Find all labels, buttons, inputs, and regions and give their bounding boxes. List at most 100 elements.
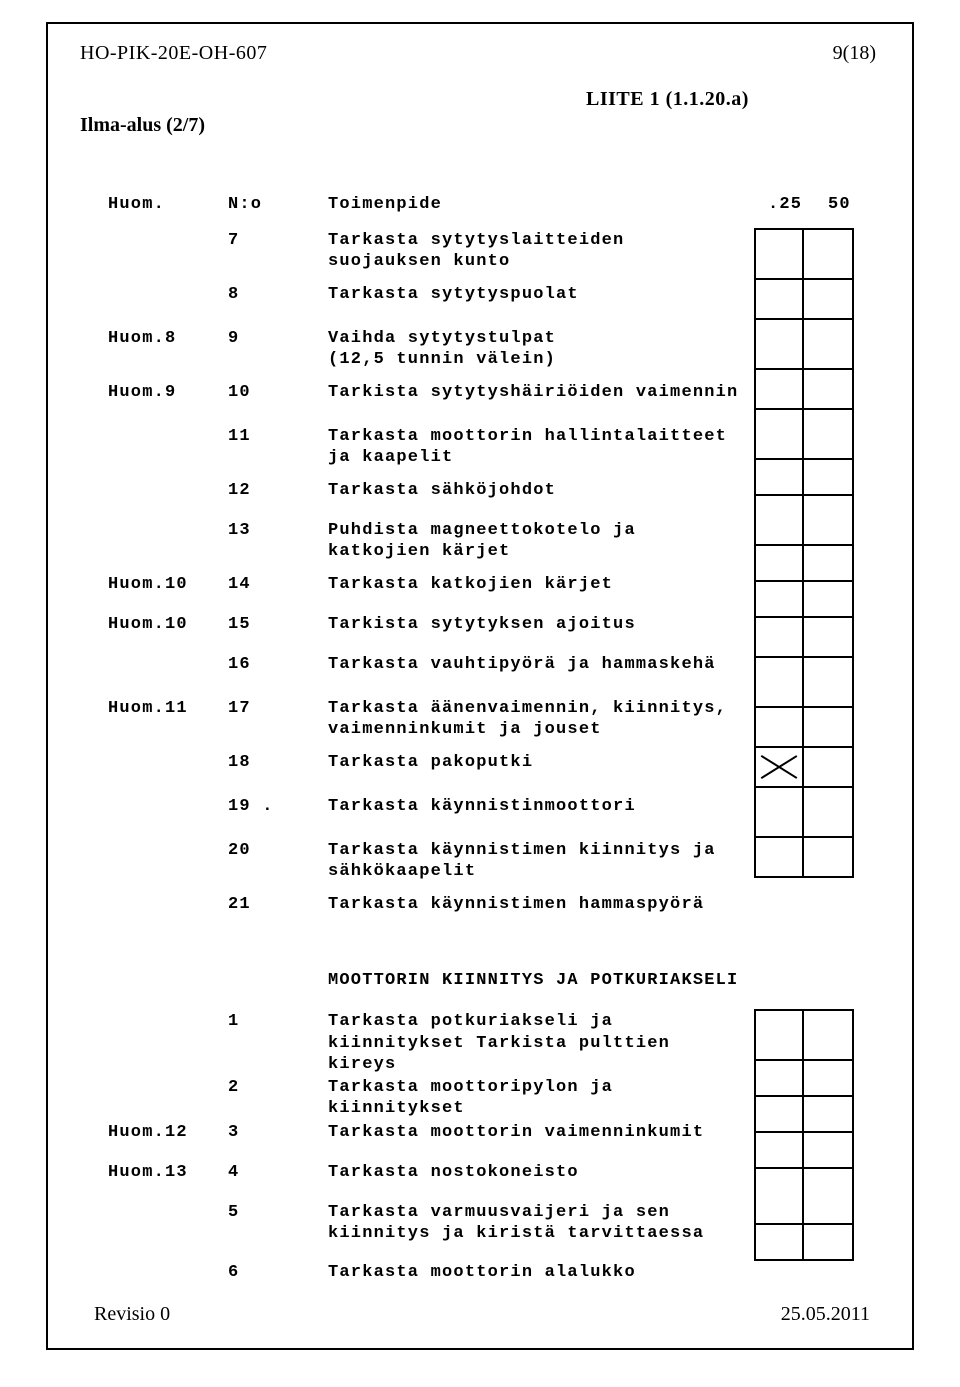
checkbox-25[interactable] <box>756 496 804 544</box>
checkbox-25[interactable] <box>756 230 804 278</box>
checklist-row: 6Tarkasta moottorin alalukko <box>108 1260 888 1300</box>
number-cell: 2 <box>228 1077 328 1098</box>
col-header-note: Huom. <box>108 194 165 215</box>
checkbox-25[interactable] <box>756 1011 804 1059</box>
checklist-section-1: 7Tarkasta sytytyslaitteiden suojauksen k… <box>108 228 888 936</box>
checkbox-25[interactable] <box>756 1225 804 1259</box>
checkbox-50[interactable] <box>804 370 852 408</box>
action-cell: Tarkasta moottorin vaimenninkumit <box>328 1122 748 1143</box>
checkbox-25[interactable] <box>756 460 804 494</box>
checkbox-25[interactable] <box>756 546 804 580</box>
checkbox-50[interactable] <box>804 496 852 544</box>
number-cell: 7 <box>228 230 328 251</box>
number-cell: 19 . <box>228 796 328 817</box>
checkbox-25[interactable] <box>756 838 804 876</box>
checkbox-50[interactable] <box>804 546 852 580</box>
checkbox-50[interactable] <box>804 618 852 656</box>
section-2-title: MOOTTORIN KIINNITYS JA POTKURIAKSELI <box>108 970 888 991</box>
note-cell: Huom.10 <box>108 574 228 595</box>
number-cell: 4 <box>228 1162 328 1183</box>
checkbox-25[interactable] <box>756 618 804 656</box>
action-cell: Tarkasta äänenvaimennin, kiinnitys, vaim… <box>328 698 748 741</box>
checkbox-50[interactable] <box>804 748 852 786</box>
number-cell: 13 <box>228 520 328 541</box>
action-cell: Puhdista magneettokotelo ja katkojien kä… <box>328 520 748 563</box>
action-cell: Tarkasta vauhtipyörä ja hammaskehä <box>328 654 748 675</box>
number-cell: 15 <box>228 614 328 635</box>
checkbox-50[interactable] <box>804 838 852 876</box>
checkbox-50[interactable] <box>804 1169 852 1223</box>
checkbox-grid <box>754 228 854 878</box>
col-header-number: N:o <box>228 194 262 215</box>
checkbox-25[interactable] <box>756 1061 804 1095</box>
action-cell: Tarkasta käynnistinmoottori <box>328 796 748 817</box>
checkbox-25[interactable] <box>756 370 804 408</box>
action-cell: Tarkasta käynnistimen hammaspyörä <box>328 894 748 915</box>
checklist-section-2: 1Tarkasta potkuriakseli ja kiinnitykset … <box>108 1009 888 1299</box>
note-cell: Huom.8 <box>108 328 228 349</box>
action-cell: Tarkasta sytytyspuolat <box>328 284 748 305</box>
checkbox-50[interactable] <box>804 410 852 458</box>
checkbox-50[interactable] <box>804 230 852 278</box>
column-headers: Huom. N:o Toimenpide .25 50 <box>108 194 888 228</box>
action-cell: Tarkasta sytytyslaitteiden suojauksen ku… <box>328 230 748 273</box>
checkbox-25[interactable] <box>756 280 804 318</box>
number-cell: 14 <box>228 574 328 595</box>
col-header-25: .25 <box>768 194 802 215</box>
number-cell: 11 <box>228 426 328 447</box>
note-cell: Huom.10 <box>108 614 228 635</box>
checkbox-50[interactable] <box>804 658 852 706</box>
doc-id: HO-PIK-20E-OH-607 <box>80 42 267 65</box>
checkbox-50[interactable] <box>804 1011 852 1059</box>
checkbox-50[interactable] <box>804 280 852 318</box>
col-header-50: 50 <box>828 194 851 215</box>
number-cell: 9 <box>228 328 328 349</box>
checkbox-25[interactable] <box>756 708 804 746</box>
checkbox-25[interactable] <box>756 788 804 836</box>
content-area: Huom. N:o Toimenpide .25 50 7Tarkasta sy… <box>108 194 888 1300</box>
page-frame: HO-PIK-20E-OH-607 9(18) LIITE 1 (1.1.20.… <box>46 22 914 1350</box>
number-cell: 17 <box>228 698 328 719</box>
number-cell: 1 <box>228 1011 328 1032</box>
action-cell: Tarkasta pakoputki <box>328 752 748 773</box>
checkbox-50[interactable] <box>804 1097 852 1131</box>
footer-date: 25.05.2011 <box>781 1303 870 1326</box>
note-cell: Huom.12 <box>108 1122 228 1143</box>
number-cell: 20 <box>228 840 328 861</box>
note-cell: Huom.11 <box>108 698 228 719</box>
action-cell: Tarkasta nostokoneisto <box>328 1162 748 1183</box>
checkbox-50[interactable] <box>804 582 852 616</box>
checkbox-25[interactable] <box>756 1133 804 1167</box>
note-cell: Huom.13 <box>108 1162 228 1183</box>
checkbox-50[interactable] <box>804 1133 852 1167</box>
checkbox-50[interactable] <box>804 320 852 368</box>
col-header-action: Toimenpide <box>328 194 442 215</box>
checkbox-25[interactable] <box>756 320 804 368</box>
checkbox-50[interactable] <box>804 1061 852 1095</box>
checkbox-grid <box>754 1009 854 1261</box>
action-cell: Tarkista sytytyksen ajoitus <box>328 614 748 635</box>
checkbox-25[interactable] <box>756 748 804 786</box>
checkbox-50[interactable] <box>804 788 852 836</box>
section-subtitle: Ilma-alus (2/7) <box>80 114 205 137</box>
checkbox-25[interactable] <box>756 410 804 458</box>
note-cell: Huom.9 <box>108 382 228 403</box>
checklist-row: 21Tarkasta käynnistimen hammaspyörä <box>108 892 888 936</box>
checkbox-50[interactable] <box>804 460 852 494</box>
number-cell: 21 <box>228 894 328 915</box>
checkbox-50[interactable] <box>804 708 852 746</box>
checkbox-25[interactable] <box>756 658 804 706</box>
action-cell: Tarkasta moottorin alalukko <box>328 1262 748 1283</box>
action-cell: Tarkasta katkojien kärjet <box>328 574 748 595</box>
checkbox-25[interactable] <box>756 582 804 616</box>
action-cell: Tarkasta käynnistimen kiinnitys ja sähkö… <box>328 840 748 883</box>
page-number: 9(18) <box>833 42 876 65</box>
checkbox-25[interactable] <box>756 1169 804 1223</box>
checkbox-25[interactable] <box>756 1097 804 1131</box>
checkbox-50[interactable] <box>804 1225 852 1259</box>
number-cell: 12 <box>228 480 328 501</box>
attachment-label: LIITE 1 (1.1.20.a) <box>586 88 749 111</box>
action-cell: Tarkasta moottorin hallintalaitteet ja k… <box>328 426 748 469</box>
number-cell: 8 <box>228 284 328 305</box>
action-cell: Tarkasta sähköjohdot <box>328 480 748 501</box>
